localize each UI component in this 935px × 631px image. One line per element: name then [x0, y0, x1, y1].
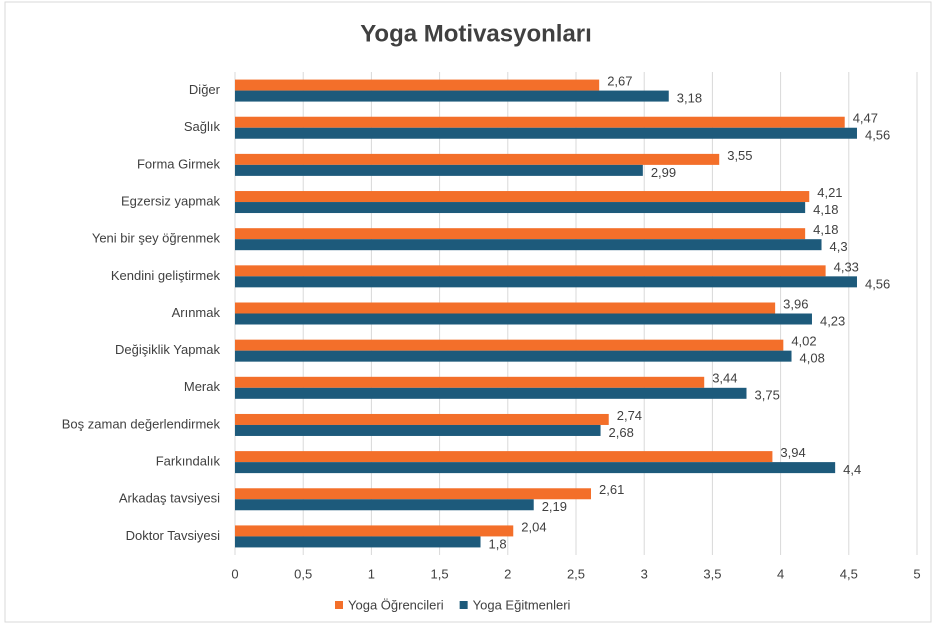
- value-label: 2,67: [607, 74, 632, 89]
- y-tick-label: Yeni bir şey öğrenmek: [92, 231, 221, 246]
- x-tick-label: 2,5: [567, 566, 585, 581]
- value-label: 4,56: [865, 128, 890, 143]
- bar: [235, 488, 592, 500]
- y-tick-label: Egzersiz yapmak: [121, 193, 220, 208]
- value-label: 4,56: [865, 276, 890, 291]
- y-tick-label: Farkındalık: [156, 454, 221, 469]
- value-label: 2,68: [609, 425, 634, 440]
- legend-label: Yoga Öğrencileri: [348, 597, 444, 612]
- value-label: 4,18: [813, 202, 838, 217]
- x-tick-label: 0: [231, 566, 238, 581]
- value-label: 2,99: [651, 165, 676, 180]
- value-label: 4,18: [813, 222, 838, 237]
- x-tick-label: 0,5: [294, 566, 312, 581]
- bar: [235, 350, 792, 362]
- y-tick-label: Forma Girmek: [137, 156, 221, 171]
- value-label: 4,02: [791, 334, 816, 349]
- bar: [235, 90, 669, 102]
- bar: [235, 313, 812, 325]
- bar: [235, 116, 845, 128]
- bar: [235, 376, 705, 388]
- bar: [235, 153, 720, 165]
- value-label: 3,75: [755, 388, 780, 403]
- x-tick-label: 2: [504, 566, 511, 581]
- bar: [235, 265, 826, 277]
- value-label: 2,19: [542, 499, 567, 514]
- value-label: 4,4: [843, 462, 861, 477]
- bar: [235, 387, 747, 399]
- value-label: 4,47: [853, 111, 878, 126]
- value-label: 4,08: [800, 351, 825, 366]
- bar: [235, 239, 822, 251]
- value-label: 4,33: [834, 259, 859, 274]
- chart-title: Yoga Motivasyonları: [360, 20, 592, 47]
- bar: [235, 164, 643, 176]
- y-tick-label: Arkadaş tavsiyesi: [119, 491, 220, 506]
- x-tick-label: 1,5: [431, 566, 449, 581]
- value-label: 4,3: [830, 239, 848, 254]
- x-tick-label: 3: [641, 566, 648, 581]
- bar: [235, 462, 836, 474]
- bar: [235, 525, 514, 537]
- bar: [235, 127, 857, 139]
- bar: [235, 451, 773, 463]
- bar: [235, 276, 857, 288]
- bar: [235, 202, 806, 214]
- value-label: 2,61: [599, 482, 624, 497]
- value-label: 4,21: [817, 185, 842, 200]
- legend-swatch: [335, 601, 343, 609]
- bar: [235, 536, 481, 548]
- value-label: 3,44: [712, 371, 737, 386]
- bar: [235, 191, 810, 203]
- bar: [235, 302, 776, 314]
- x-tick-label: 4,5: [840, 566, 858, 581]
- y-tick-label: Değişiklik Yapmak: [115, 342, 221, 357]
- y-tick-label: Merak: [184, 379, 221, 394]
- y-tick-label: Arınmak: [172, 305, 221, 320]
- bar: [235, 339, 784, 351]
- bar: [235, 424, 601, 436]
- legend-label: Yoga Eğitmenleri: [473, 597, 571, 612]
- y-tick-label: Sağlık: [184, 119, 221, 134]
- bar: [235, 499, 534, 511]
- y-tick-label: Boş zaman değerlendirmek: [62, 416, 221, 431]
- value-label: 3,96: [783, 296, 808, 311]
- legend-swatch: [459, 601, 468, 609]
- x-tick-label: 4: [777, 566, 784, 581]
- x-tick-label: 3,5: [703, 566, 721, 581]
- x-tick-label: 1: [368, 566, 375, 581]
- y-tick-label: Doktor Tavsiyesi: [126, 528, 221, 543]
- y-tick-label: Kendini geliştirmek: [111, 268, 221, 283]
- value-label: 4,23: [820, 313, 845, 328]
- value-label: 2,04: [521, 519, 546, 534]
- y-tick-label: Diğer: [189, 82, 221, 97]
- bar: [235, 413, 609, 425]
- value-label: 3,55: [727, 148, 752, 163]
- bar: [235, 79, 600, 91]
- value-label: 3,94: [780, 445, 805, 460]
- value-label: 1,8: [489, 536, 507, 551]
- bar: [235, 228, 806, 240]
- x-tick-label: 5: [913, 566, 920, 581]
- value-label: 2,74: [617, 408, 642, 423]
- value-label: 3,18: [677, 91, 702, 106]
